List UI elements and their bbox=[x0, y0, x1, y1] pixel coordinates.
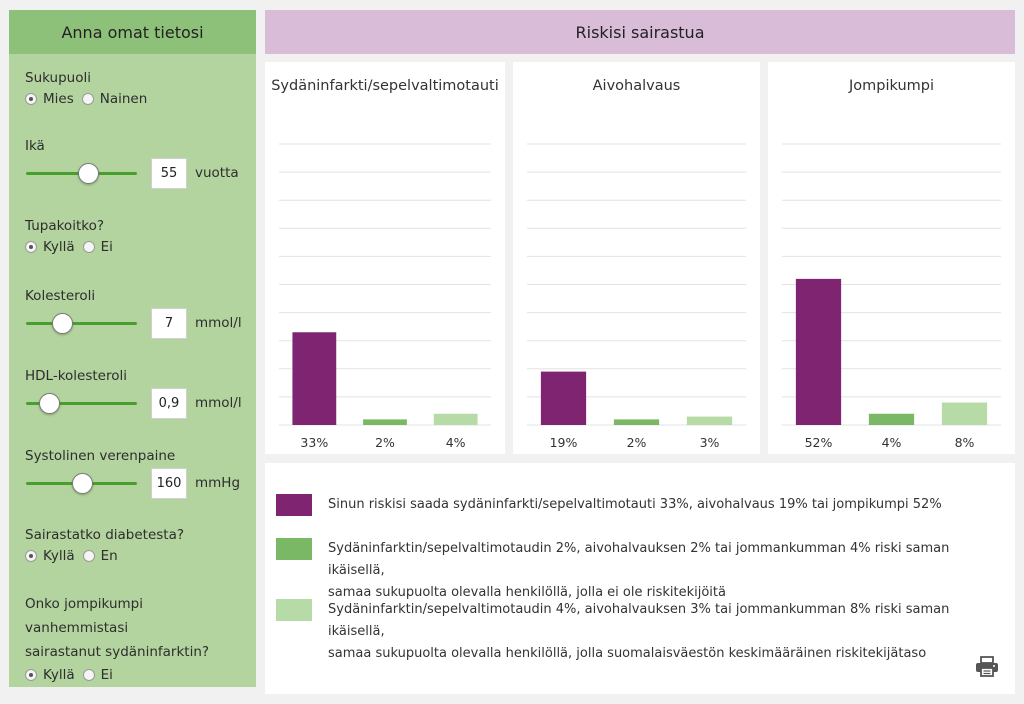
smoker-yes-radio[interactable]: Kyllä bbox=[25, 239, 75, 255]
legend-item-own-risk: Sinun riskisi saada sydäninfarkti/sepelv… bbox=[276, 494, 996, 516]
age-field: Ikä 55 vuotta bbox=[25, 134, 245, 192]
smoker-no-radio[interactable]: Ei bbox=[82, 239, 113, 255]
radio-icon bbox=[25, 669, 37, 681]
cholesterol-unit: mmol/l bbox=[195, 315, 242, 331]
chart-either-svg: 52% 4% 8% bbox=[782, 143, 1001, 450]
gender-female-radio[interactable]: Nainen bbox=[81, 91, 147, 107]
legend-text-line: Sinun riskisi saada sydäninfarkti/sepelv… bbox=[328, 497, 942, 512]
cholesterol-input[interactable]: 7 bbox=[151, 308, 187, 339]
diabetes-yes-radio[interactable]: Kyllä bbox=[25, 548, 75, 564]
bar-no-risk-factors bbox=[363, 419, 407, 425]
chart-heart-svg: 33% 2% 4% bbox=[279, 143, 491, 450]
legend-box: Sinun riskisi saada sydäninfarkti/sepelv… bbox=[265, 463, 1015, 694]
radio-icon bbox=[82, 669, 95, 681]
parents-field: Onko jompikumpi vanhemmistasi sairastanu… bbox=[25, 592, 245, 684]
bar-value-label: 2% bbox=[627, 435, 647, 450]
smoker-label: Tupakoitko? bbox=[25, 218, 104, 234]
chart-stroke-svg: 19% 2% 3% bbox=[527, 143, 746, 450]
legend-item-average: Sydäninfarktin/sepelvaltimotaudin 4%, ai… bbox=[276, 599, 996, 665]
results-title: Riskisi sairastua bbox=[265, 10, 1015, 54]
bar-no-risk-factors bbox=[613, 419, 660, 425]
cholesterol-slider-thumb[interactable] bbox=[52, 313, 74, 334]
bar-no-risk-factors bbox=[868, 413, 915, 425]
legend-text-line: samaa sukupuolta olevalla henkilöllä, jo… bbox=[328, 585, 726, 600]
smoker-field: Tupakoitko? Kyllä Ei bbox=[25, 214, 245, 256]
hdl-slider-thumb[interactable] bbox=[38, 393, 60, 414]
bp-slider-thumb[interactable] bbox=[71, 473, 93, 494]
cholesterol-label: Kolesteroli bbox=[25, 288, 96, 304]
diabetes-label: Sairastatko diabetesta? bbox=[25, 527, 185, 543]
radio-icon bbox=[25, 550, 37, 562]
parents-yes-radio[interactable]: Kyllä bbox=[25, 667, 75, 683]
bar-value-label: 3% bbox=[700, 435, 720, 450]
legend-text-line: Sydäninfarktin/sepelvaltimotaudin 2%, ai… bbox=[328, 541, 950, 578]
cholesterol-field: Kolesteroli 7 mmol/l bbox=[25, 284, 245, 342]
hdl-slider-track[interactable] bbox=[26, 402, 137, 405]
parents-no-radio[interactable]: Ei bbox=[82, 667, 113, 683]
age-input[interactable]: 55 bbox=[151, 158, 187, 189]
bar-own-risk bbox=[540, 371, 587, 425]
radio-icon bbox=[25, 241, 37, 253]
radio-icon bbox=[25, 93, 37, 105]
bar-own-risk bbox=[795, 278, 842, 425]
chart-card-heart: Sydäninfarkti/sepelvaltimotauti 33% 2% 4% bbox=[265, 62, 505, 454]
bar-value-label: 52% bbox=[805, 435, 833, 450]
printer-icon[interactable] bbox=[975, 656, 999, 678]
legend-swatch-lightgreen bbox=[276, 599, 312, 621]
bar-value-label: 33% bbox=[300, 435, 328, 450]
bp-field: Systolinen verenpaine 160 mmHg bbox=[25, 444, 245, 502]
chart-title: Jompikumpi bbox=[848, 78, 934, 94]
legend-item-no-risk-factors: Sydäninfarktin/sepelvaltimotaudin 2%, ai… bbox=[276, 538, 996, 604]
legend-text-line: Sydäninfarktin/sepelvaltimotaudin 4%, ai… bbox=[328, 602, 950, 639]
parents-label-line2: sairastanut sydäninfarktin? bbox=[25, 644, 210, 660]
gender-field: Sukupuoli Mies Nainen bbox=[25, 66, 245, 108]
age-slider-thumb[interactable] bbox=[78, 163, 100, 184]
bar-value-label: 19% bbox=[550, 435, 578, 450]
age-label: Ikä bbox=[25, 138, 45, 154]
hdl-label: HDL-kolesteroli bbox=[25, 368, 128, 384]
radio-icon bbox=[82, 241, 95, 253]
bar-value-label: 8% bbox=[955, 435, 975, 450]
bar-average bbox=[941, 402, 988, 425]
input-panel-title: Anna omat tietosi bbox=[9, 10, 256, 54]
gender-male-radio[interactable]: Mies bbox=[25, 91, 74, 107]
input-panel: Anna omat tietosi Sukupuoli Mies Nainen … bbox=[9, 10, 256, 687]
cholesterol-slider-track[interactable] bbox=[26, 322, 137, 325]
diabetes-field: Sairastatko diabetesta? Kyllä En bbox=[25, 523, 245, 565]
bar-value-label: 4% bbox=[446, 435, 466, 450]
chart-title: Sydäninfarkti/sepelvaltimotauti bbox=[271, 78, 499, 94]
bp-label: Systolinen verenpaine bbox=[25, 448, 176, 464]
gender-label: Sukupuoli bbox=[25, 70, 91, 86]
bar-average bbox=[433, 413, 478, 425]
radio-icon bbox=[82, 550, 95, 562]
hdl-field: HDL-kolesteroli 0,9 mmol/l bbox=[25, 364, 245, 422]
chart-title: Aivohalvaus bbox=[592, 78, 681, 94]
radio-icon bbox=[81, 93, 94, 105]
parents-label-line1: Onko jompikumpi vanhemmistasi bbox=[25, 596, 143, 636]
bar-average bbox=[686, 416, 733, 425]
bar-value-label: 4% bbox=[882, 435, 902, 450]
diabetes-no-radio[interactable]: En bbox=[82, 548, 118, 564]
chart-card-stroke: Aivohalvaus 19% 2% 3% bbox=[513, 62, 760, 454]
hdl-input[interactable]: 0,9 bbox=[151, 388, 187, 419]
chart-card-either: Jompikumpi 52% 4% 8% bbox=[768, 62, 1015, 454]
hdl-unit: mmol/l bbox=[195, 395, 242, 411]
legend-text-line: samaa sukupuolta olevalla henkilöllä, jo… bbox=[328, 646, 927, 661]
legend-swatch-purple bbox=[276, 494, 312, 516]
bar-own-risk bbox=[292, 332, 337, 425]
bar-value-label: 2% bbox=[375, 435, 395, 450]
legend-swatch-green bbox=[276, 538, 312, 560]
bp-input[interactable]: 160 bbox=[151, 468, 187, 499]
age-unit: vuotta bbox=[195, 165, 239, 181]
bp-unit: mmHg bbox=[195, 475, 241, 491]
